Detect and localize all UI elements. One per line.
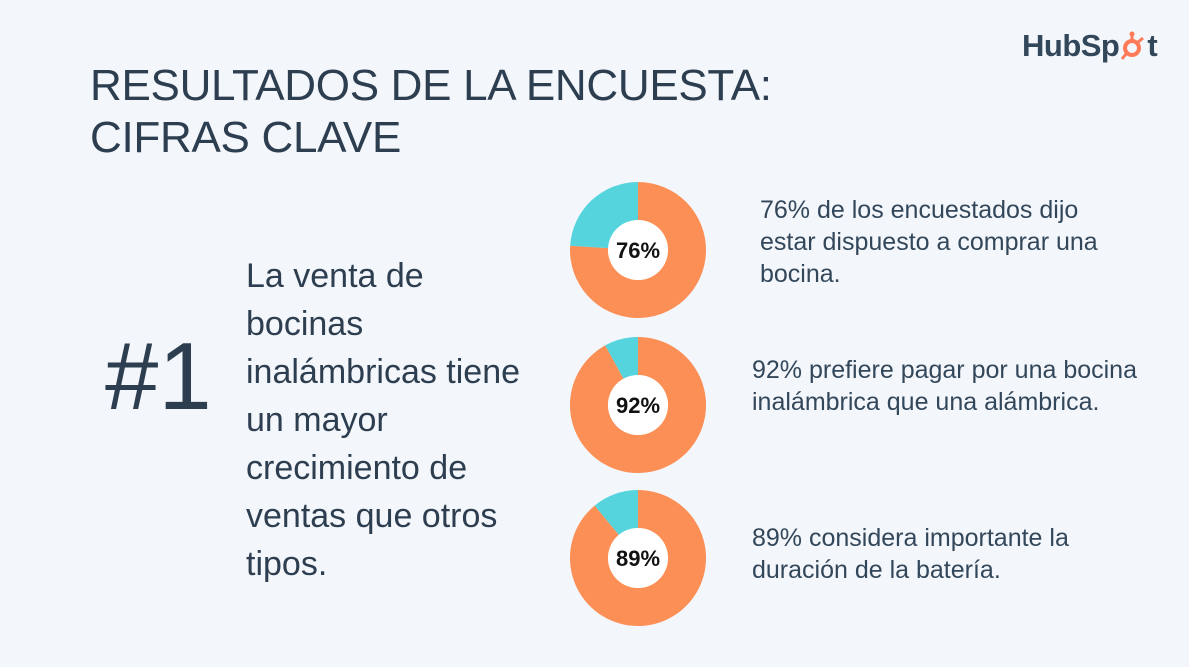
- title-line-1: RESULTADOS DE LA ENCUESTA:: [90, 61, 772, 110]
- lead-statement: La venta de bocinas inalámbricas tiene u…: [246, 257, 521, 583]
- donut-chart-2: 92%: [570, 337, 706, 473]
- stat-caption-1: 76% de los encuestados dijo estar dispue…: [760, 196, 1098, 288]
- donut-1-label: 76%: [616, 238, 660, 263]
- donut-1-hole: [608, 220, 668, 280]
- sprocket-icon: [1120, 31, 1146, 61]
- donut-2-slice-yes: [570, 337, 706, 473]
- donut-1-slice-yes: [570, 182, 706, 318]
- rank-number: #1: [105, 323, 212, 430]
- donut-3-label: 89%: [616, 546, 660, 571]
- donut-chart-1: 76%: [570, 182, 706, 318]
- donut-2-label: 92%: [616, 393, 660, 418]
- stat-caption-2: 92% prefiere pagar por una bocina inalám…: [752, 356, 1137, 416]
- hubspot-logo: HubSp t: [1022, 24, 1158, 68]
- donut-3-hole: [608, 528, 668, 588]
- page-title: RESULTADOS DE LA ENCUESTA: CIFRAS CLAVE: [90, 60, 772, 164]
- stat-caption-3: 89% considera importante la duración de …: [752, 524, 1069, 584]
- donut-2-hole: [608, 375, 668, 435]
- title-line-2: CIFRAS CLAVE: [90, 113, 401, 162]
- logo-text-right: t: [1147, 28, 1158, 63]
- donut-chart-3: 89%: [570, 490, 706, 626]
- logo-text-left: HubSp: [1022, 28, 1120, 63]
- donut-3-slice-yes: [570, 490, 706, 626]
- donut-3-slice-no: [594, 490, 638, 535]
- donut-2-slice-no: [605, 337, 638, 379]
- donut-1-slice-no: [570, 182, 638, 249]
